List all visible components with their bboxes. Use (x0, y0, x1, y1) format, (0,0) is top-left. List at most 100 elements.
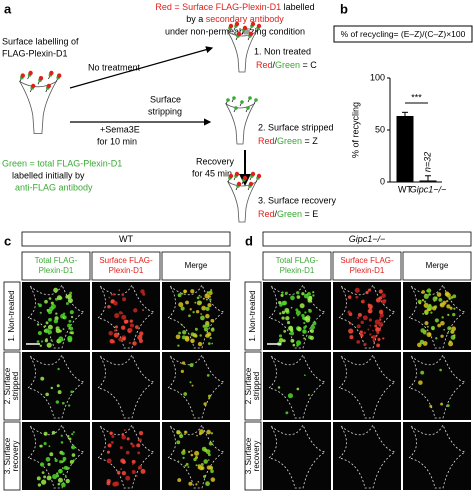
fluorescence (210, 477, 216, 482)
fluorescence (39, 462, 45, 467)
text-segment: Red (256, 60, 273, 70)
fluorescence (423, 293, 429, 300)
fluorescence (69, 310, 74, 315)
fluorescence (196, 296, 200, 300)
fluorescence (50, 339, 53, 342)
cell-outline (167, 284, 226, 349)
fluorescence (206, 291, 210, 294)
fluorescence (62, 317, 65, 319)
fluorescence (447, 326, 452, 331)
fluorescence (375, 327, 381, 333)
fluorescence (430, 325, 436, 331)
fluorescence (195, 309, 200, 314)
fluorescence (188, 314, 191, 318)
fluorescence (355, 295, 359, 299)
fluorescence (290, 338, 295, 343)
receptor-red (236, 181, 242, 187)
fluorescence (356, 316, 360, 319)
fluorescence (211, 327, 215, 331)
column-header-box (332, 251, 402, 281)
fluorescence (38, 303, 42, 308)
fluorescence (451, 326, 457, 332)
cell-outline (97, 354, 156, 419)
header-box (262, 231, 472, 247)
fluorescence (106, 450, 110, 454)
fluorescence (112, 481, 118, 487)
panel-label: c (4, 233, 11, 248)
fluorescence (138, 465, 143, 470)
fluorescence (67, 404, 71, 407)
fluorescence (347, 310, 351, 314)
fluorescence (112, 293, 116, 296)
fluorescence (45, 457, 51, 462)
ratio: Red/Green = E (258, 209, 318, 219)
row-label: recovery (11, 441, 20, 472)
fluorescence (187, 450, 191, 454)
cell (226, 180, 258, 223)
cell-outline (408, 354, 467, 419)
fluorescence (442, 300, 447, 305)
fluorescence (50, 301, 54, 305)
fluorescence (189, 363, 194, 368)
fluorescence (209, 298, 212, 301)
fluorescence (210, 467, 213, 470)
fluorescence (446, 304, 451, 309)
row-label: stripped (11, 372, 20, 400)
receptor-red (228, 173, 234, 179)
text-segment: Green (275, 60, 300, 70)
fluorescence (37, 302, 40, 305)
fluorescence (448, 297, 452, 301)
fluorescence (284, 307, 290, 313)
start-label: FLAG-Plexin-D1 (2, 48, 68, 58)
fluorescence (43, 441, 47, 446)
fluorescence (39, 444, 43, 448)
fluorescence (121, 314, 127, 320)
fluorescence (121, 434, 126, 440)
ratio: Red/Green = C (256, 60, 317, 70)
fluorescence (284, 291, 288, 295)
fluorescence (200, 315, 205, 321)
fluorescence (206, 374, 210, 377)
receptor-red (57, 73, 62, 78)
fluorescence (281, 291, 284, 294)
header-box (21, 231, 231, 247)
text-segment: = E (302, 209, 318, 219)
fluorescence (374, 324, 378, 328)
fluorescence (453, 334, 456, 337)
receptor-red (20, 73, 25, 78)
fluorescence (426, 288, 432, 293)
fluorescence (40, 376, 45, 381)
fluorescence (37, 331, 42, 336)
fluorescence (47, 309, 53, 315)
fluorescence (207, 303, 212, 308)
fluorescence (69, 291, 73, 295)
cell (224, 102, 256, 145)
fluorescence (41, 479, 47, 485)
step-label: No treatment (88, 62, 141, 72)
panel-header: Gipc1−/− (349, 234, 386, 244)
fluorescence (52, 474, 58, 480)
fluorescence (426, 325, 429, 328)
row-label: 1. Non-treated (248, 290, 257, 341)
receptor-red (236, 31, 242, 37)
fluorescence (62, 312, 66, 315)
fluorescence (424, 310, 429, 315)
fluorescence (363, 331, 366, 335)
fluorescence (181, 335, 186, 340)
fluorescence (56, 472, 59, 475)
fluorescence (129, 319, 133, 323)
cell-drawings (18, 21, 262, 223)
fluorescence (347, 295, 352, 299)
step-label: +Sema3E (100, 124, 140, 134)
fluorescence (299, 303, 305, 309)
fluorescence (57, 367, 60, 371)
fluorescence (188, 481, 193, 486)
fluorescence (374, 319, 380, 325)
receptor-red (248, 31, 254, 37)
row-label-box (3, 281, 21, 351)
fluorescence (420, 370, 425, 375)
fluorescence (198, 294, 201, 297)
fluorescence (70, 331, 74, 335)
fluorescence (372, 338, 375, 342)
